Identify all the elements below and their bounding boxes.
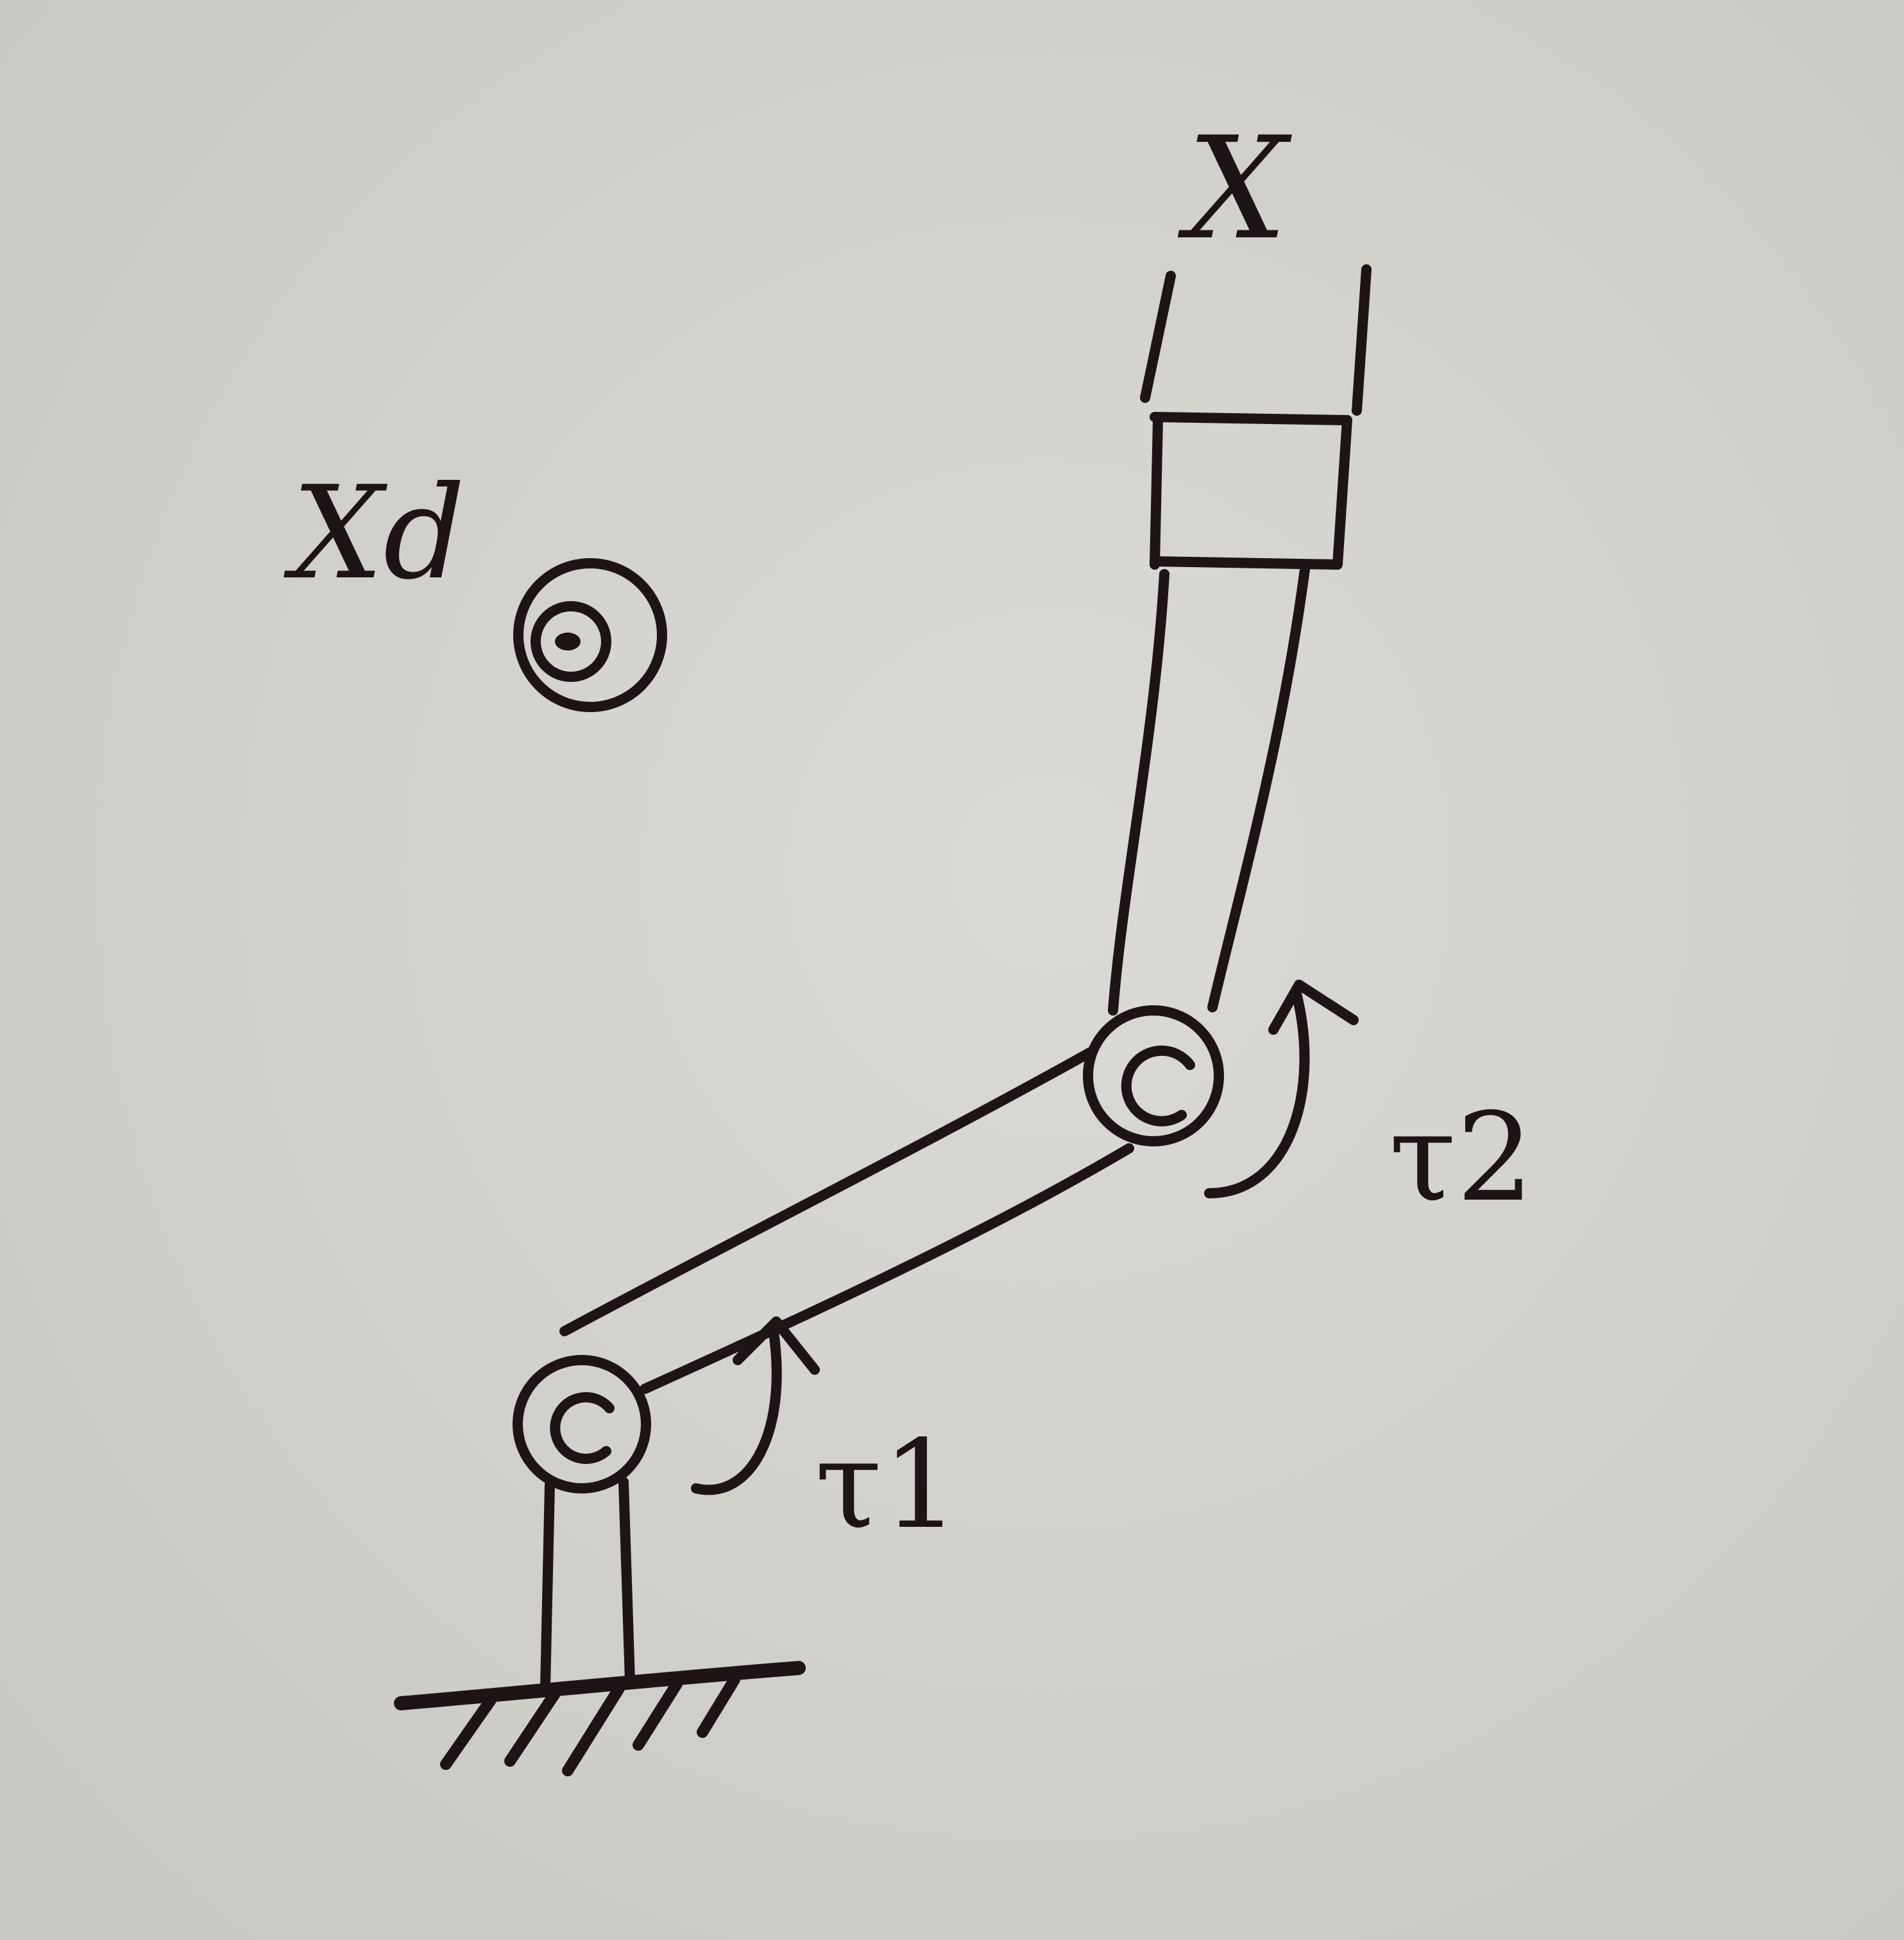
desired-position-label: Xd (284, 459, 465, 608)
link-2 (1108, 559, 1311, 1016)
torque-2-arrow (1204, 980, 1359, 1198)
torque-1-arrow (691, 1316, 820, 1495)
torque-2-label: τ2 (1389, 1087, 1534, 1229)
joint-2 (1083, 1005, 1224, 1146)
base-post (540, 1477, 635, 1692)
end-effector-block (1140, 264, 1372, 570)
torque-1-label: τ1 (815, 1414, 960, 1556)
joint-1 (513, 1355, 651, 1493)
desired-target (513, 558, 667, 712)
link-1 (559, 1047, 1134, 1394)
ground-base (394, 1661, 806, 1776)
end-effector-label: X (1177, 106, 1292, 271)
